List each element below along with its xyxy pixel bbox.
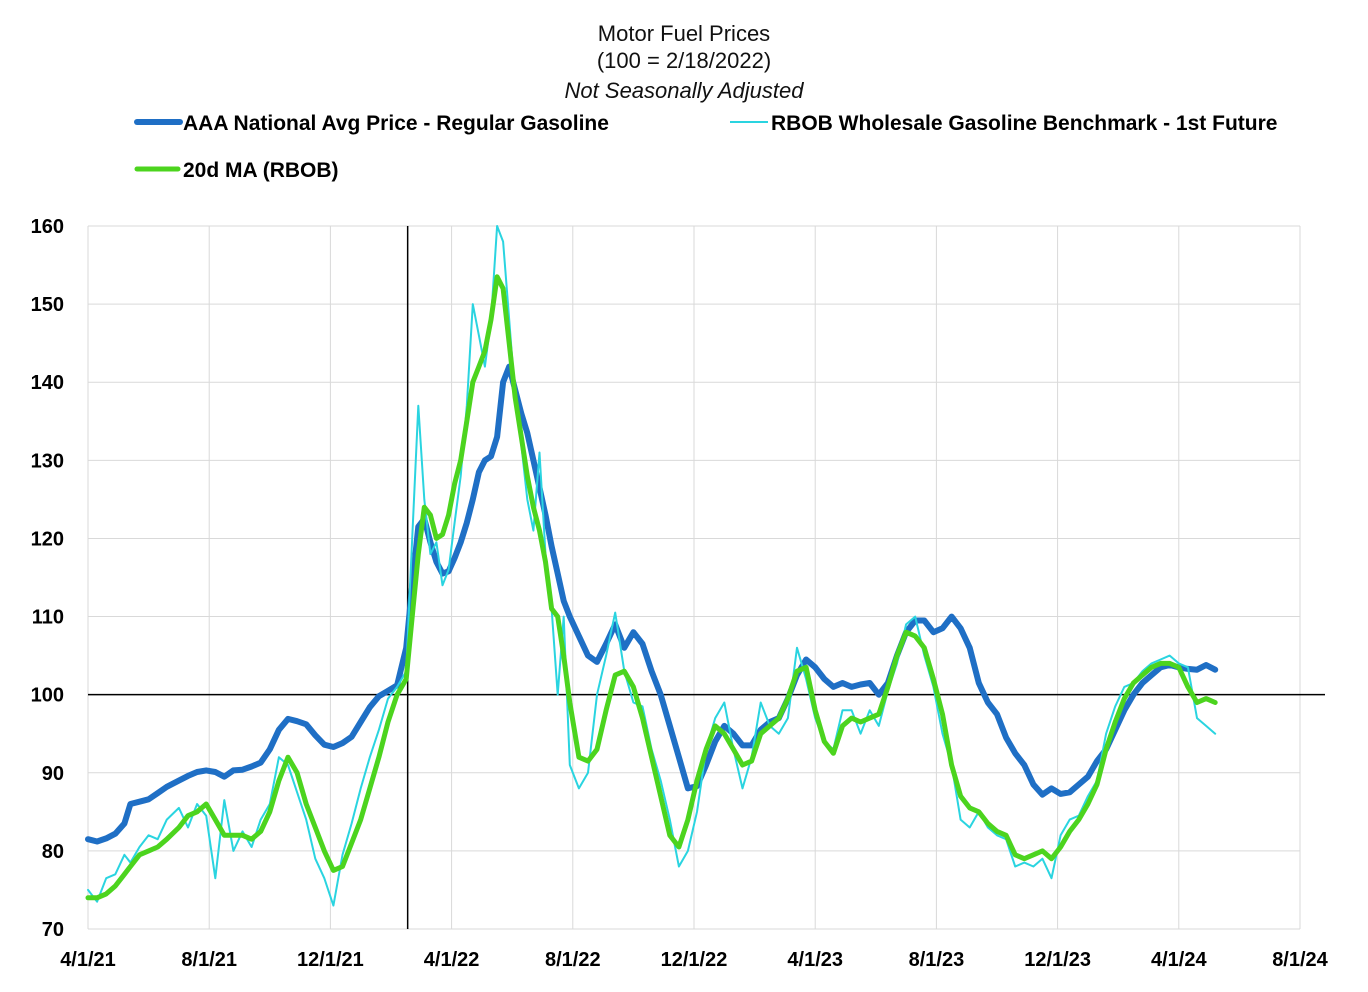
x-tick-label-1: 8/1/21 [181,949,237,971]
y-tick-label-110: 110 [32,607,64,629]
x-tick-label-7: 8/1/23 [909,949,965,971]
reference-lines [88,226,1325,929]
y-tick-label-150: 150 [31,294,64,316]
legend-label-aaa: AAA National Avg Price - Regular Gasolin… [183,112,609,135]
chart-note: Not Seasonally Adjusted [565,78,805,103]
x-tick-label-0: 4/1/21 [60,949,116,971]
y-axis-ticks: 70 80 90 100 110 120 130 140 150 160 [31,216,64,941]
legend: AAA National Avg Price - Regular Gasolin… [134,112,1277,182]
chart-title: Motor Fuel Prices [598,21,770,46]
x-tick-label-9: 4/1/24 [1151,949,1207,971]
x-tick-label-3: 4/1/22 [424,949,480,971]
y-tick-label-80: 80 [42,841,64,863]
x-tick-label-10: 8/1/24 [1272,949,1328,971]
y-tick-label-140: 140 [31,372,64,394]
y-tick-label-70: 70 [42,919,64,941]
x-tick-label-4: 8/1/22 [545,949,601,971]
y-tick-label-100: 100 [31,685,64,707]
series-line-1 [87,225,1217,907]
x-tick-label-8: 12/1/23 [1024,949,1091,971]
y-tick-label-130: 130 [31,450,64,472]
x-tick-label-2: 12/1/21 [297,949,364,971]
series-line-2 [85,274,1218,901]
x-tick-label-5: 12/1/22 [661,949,728,971]
chart-subtitle: (100 = 2/18/2022) [597,48,771,73]
series-group [85,225,1219,907]
y-tick-label-120: 120 [31,528,64,550]
x-tick-label-6: 4/1/23 [787,949,843,971]
legend-label-ma: 20d MA (RBOB) [183,159,339,182]
x-axis-ticks: 4/1/21 8/1/21 12/1/21 4/1/22 8/1/22 12/1/22 4/… [60,949,1328,971]
y-tick-label-90: 90 [42,763,64,785]
legend-label-rbob: RBOB Wholesale Gasoline Benchmark - 1st … [771,112,1277,135]
y-tick-label-160: 160 [31,216,64,238]
